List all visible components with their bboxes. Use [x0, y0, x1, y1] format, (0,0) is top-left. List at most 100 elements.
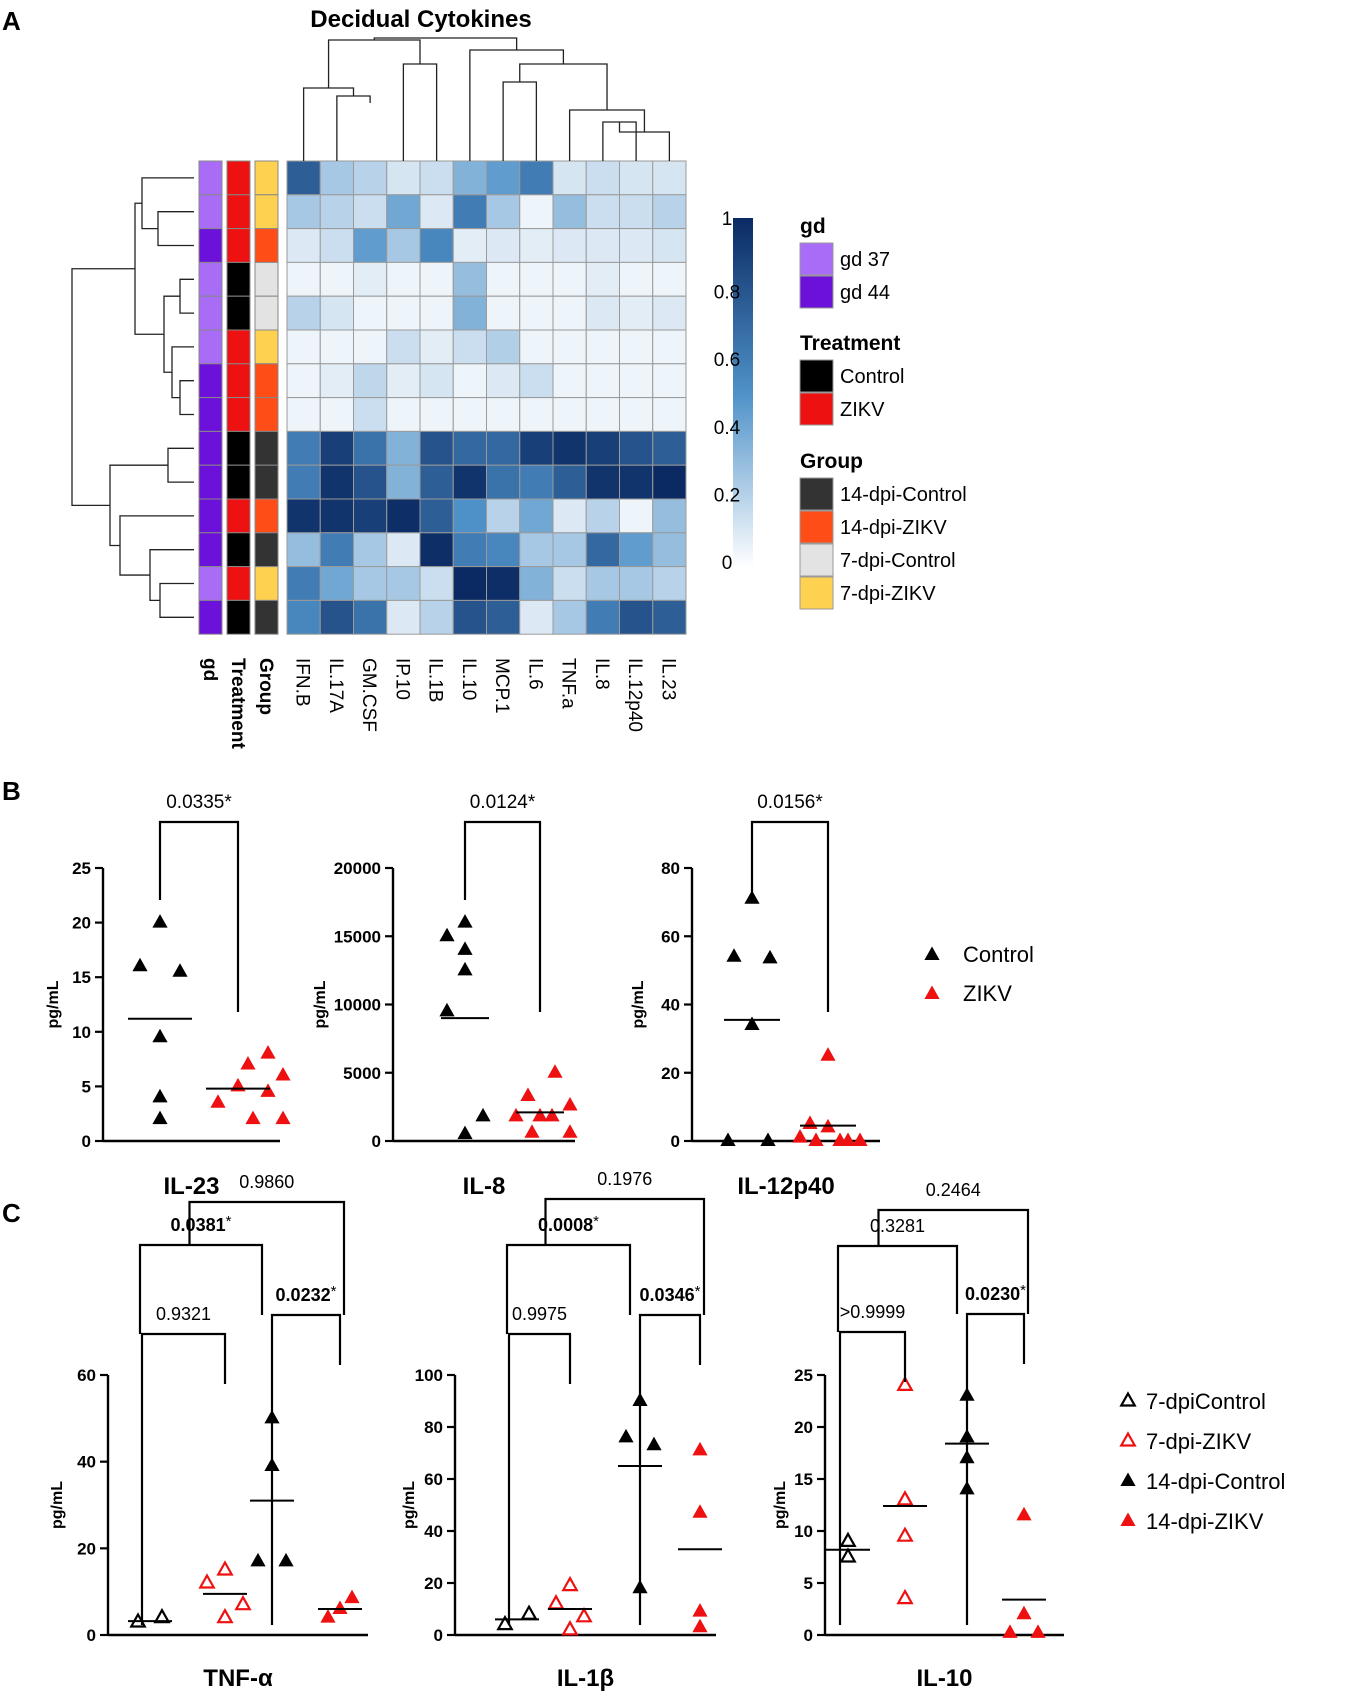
y-tick-label: 10000	[334, 996, 381, 1015]
legend-swatch	[799, 359, 834, 393]
data-point-triangle	[1016, 1605, 1032, 1620]
legend-label: 14-dpi-Control	[840, 484, 967, 506]
legend-marker	[924, 946, 940, 960]
data-point-triangle	[457, 1125, 473, 1140]
legend-marker	[1119, 1391, 1137, 1407]
heatmap-cell	[585, 430, 620, 466]
data-point-triangle	[245, 1110, 261, 1125]
y-tick-label: 40	[661, 996, 680, 1015]
significance-bracket	[544, 1197, 706, 1315]
heatmap-cell	[286, 363, 321, 399]
heatmap-cell	[419, 261, 454, 297]
data-point-triangle	[544, 1107, 560, 1122]
heatmap-cell	[585, 599, 620, 635]
heatmap-cell	[552, 228, 587, 263]
dendrogram-branch	[171, 346, 194, 399]
p-value-label: 0.9975	[512, 1304, 567, 1324]
heatmap-cell	[652, 228, 687, 263]
dendrogram-branch	[159, 582, 194, 618]
heatmap-cell	[353, 532, 388, 568]
heatmap-cell	[319, 160, 354, 196]
group-annotation-cell	[254, 160, 279, 196]
data-point-triangle	[1030, 1624, 1046, 1638]
panel-label-c: C	[2, 1198, 21, 1228]
treatment-annotation-cell	[226, 228, 251, 263]
data-point-triangle	[762, 949, 778, 964]
group-annotation-cell	[254, 397, 279, 432]
data-point-triangle	[153, 1607, 171, 1624]
heatmap-cell	[353, 228, 388, 263]
chart-x-title: IL-23	[163, 1173, 219, 1200]
data-point-triangle	[520, 1604, 538, 1620]
dendrogram-branch	[373, 37, 518, 50]
gd-annotation-cell	[198, 566, 223, 601]
heatmap-cell	[619, 599, 654, 635]
heatmap-cell	[452, 532, 487, 568]
heatmap-cell	[585, 363, 620, 399]
heatmap-cell	[652, 329, 687, 365]
legend-label: Control	[840, 366, 904, 388]
treatment-annotation-cell	[226, 295, 251, 331]
heatmap-cell	[286, 430, 321, 466]
scatter-chart: 0 5000 10000 15000 20000 pg/mL IL-8 0.0124*	[312, 792, 578, 1200]
data-point-triangle	[216, 1607, 234, 1624]
heatmap-cell	[452, 363, 487, 399]
data-point-triangle	[344, 1589, 360, 1604]
p-value-asterisk: *	[593, 1213, 599, 1230]
heatmap-cell	[286, 160, 321, 196]
y-axis-label: pg/mL	[312, 980, 329, 1028]
p-value-text: 0.0381	[171, 1215, 226, 1235]
heatmap-cell	[619, 566, 654, 601]
y-tick-label: 5	[804, 1574, 813, 1593]
dendrogram-branch	[71, 268, 135, 506]
p-value-text: 0.0232	[276, 1285, 331, 1305]
significance-bracket	[965, 1312, 1026, 1625]
heatmap-cell	[353, 261, 388, 297]
p-value-label: >0.9999	[840, 1302, 906, 1322]
heatmap-cell	[486, 464, 521, 500]
heatmap-cell	[585, 498, 620, 534]
dendrogram-branch	[109, 464, 168, 547]
legend-label: ZIKV	[963, 981, 1012, 1006]
y-tick-label: 20	[72, 914, 91, 933]
data-point-triangle	[152, 914, 168, 928]
data-point-triangle	[562, 1124, 578, 1138]
group-annotation-cell	[254, 194, 279, 230]
heatmap-cell	[486, 295, 521, 331]
treatment-annotation-cell	[226, 599, 251, 635]
data-point-triangle	[896, 1490, 914, 1506]
p-value-label: 0.9860	[239, 1172, 294, 1192]
y-axis-label: pg/mL	[401, 1481, 418, 1529]
group-annotation-cell	[254, 329, 279, 365]
legend-swatch	[799, 242, 834, 276]
data-point-triangle	[439, 1002, 455, 1017]
data-point-triangle	[475, 1107, 491, 1122]
heatmap-cell	[319, 599, 354, 635]
heatmap-cell	[353, 194, 388, 230]
heatmap-cell	[519, 430, 554, 466]
treatment-annotation-cell	[226, 329, 251, 365]
dendrogram-branch	[179, 278, 194, 314]
legend-label: 7-dpiControl	[1146, 1389, 1266, 1414]
p-value-text: 0.9321	[156, 1304, 211, 1324]
heatmap-cell	[319, 498, 354, 534]
heatmap-cell	[353, 464, 388, 500]
heatmap-cell	[419, 228, 454, 263]
colorbar-tick-label: 0	[722, 553, 733, 574]
data-point-triangle	[532, 1107, 548, 1122]
treatment-annotation-cell	[226, 532, 251, 568]
treatment-annotation-cell	[226, 363, 251, 399]
heatmap-title: Decidual Cytokines	[310, 6, 531, 33]
data-point-triangle	[839, 1531, 857, 1547]
heatmap-cell	[452, 464, 487, 500]
data-point-triangle	[520, 1087, 536, 1101]
heatmap-cell	[386, 194, 421, 230]
heatmap-cell	[386, 464, 421, 500]
colorbar-tick-label: 0.2	[714, 485, 740, 506]
heatmap-cell	[486, 397, 521, 432]
heatmap-cell	[319, 194, 354, 230]
heatmap-cell	[419, 194, 454, 230]
heatmap-cell	[652, 430, 687, 466]
heatmap-cell	[386, 228, 421, 263]
heatmap-cell	[652, 566, 687, 601]
